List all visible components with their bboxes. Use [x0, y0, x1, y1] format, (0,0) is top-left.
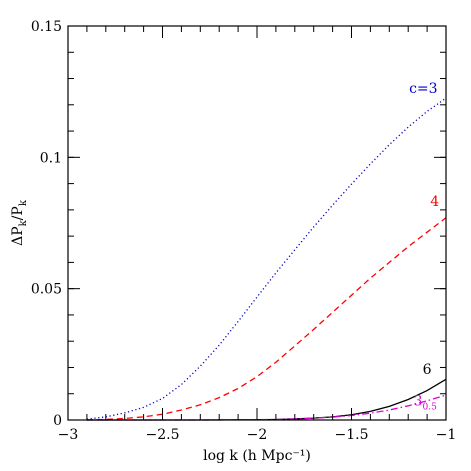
x-tick-label: −2.5	[146, 427, 180, 443]
y-label-sub-1: k	[18, 219, 29, 226]
annotation-text: 6	[423, 362, 432, 378]
series-annotation-3: 6	[423, 362, 432, 378]
x-tick-label: −2	[247, 427, 268, 443]
y-label-delta-p: ΔP	[10, 226, 26, 246]
series-line-4	[86, 394, 447, 421]
y-tick-label: 0.15	[31, 19, 62, 35]
series-annotation-2: 4	[430, 194, 439, 210]
y-label-over-p: /P	[10, 206, 26, 220]
y-tick-label: 0.1	[40, 150, 62, 166]
y-label-sub-2: k	[18, 199, 29, 206]
series-annotation-4: 30.5	[414, 394, 438, 413]
y-axis-label: ΔPk/Pk	[10, 199, 29, 246]
y-tick-label: 0	[53, 413, 62, 429]
series-line-2	[86, 217, 447, 421]
series-annotation-1: c=3	[409, 81, 437, 97]
series-line-3	[86, 378, 447, 421]
series-layer	[86, 97, 447, 421]
annotation-subscript: 0.5	[423, 403, 438, 413]
annotation-text: 4	[430, 194, 439, 210]
x-tick-label: −1	[436, 427, 457, 443]
y-tick-label: 0.05	[31, 282, 62, 298]
x-axis-label: log k (h Mpc⁻¹)	[203, 448, 311, 464]
annotation-text: c=3	[409, 81, 437, 97]
axes-layer	[67, 25, 447, 421]
series-line-1	[86, 97, 447, 420]
x-tick-label: −3	[58, 427, 79, 443]
plot-frame	[67, 25, 447, 421]
annotation-text: 3	[414, 394, 423, 410]
labels-layer: −3 −2.5 −2 −1.5 −1 0 0.05 0.1 0.15 log k (h Mpc⁻¹…	[10, 19, 456, 464]
x-tick-label: −1.5	[335, 427, 369, 443]
